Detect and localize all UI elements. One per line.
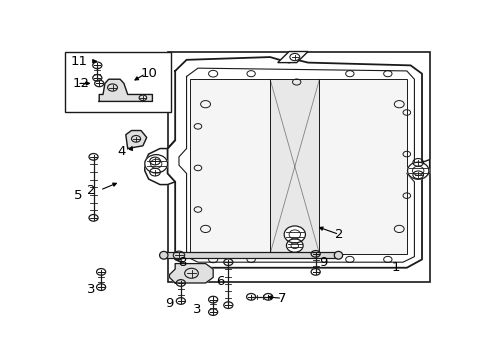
Ellipse shape	[160, 251, 168, 259]
Text: 4: 4	[118, 145, 126, 158]
Text: 9: 9	[165, 297, 173, 310]
Text: 3: 3	[193, 303, 202, 316]
Polygon shape	[270, 79, 319, 254]
Text: 8: 8	[178, 256, 187, 269]
Text: 10: 10	[141, 67, 158, 80]
Ellipse shape	[145, 155, 168, 173]
Bar	[65, 51, 172, 112]
Polygon shape	[319, 79, 407, 254]
Ellipse shape	[287, 239, 303, 252]
Ellipse shape	[334, 251, 343, 259]
Polygon shape	[422, 159, 430, 179]
Ellipse shape	[284, 226, 305, 243]
Polygon shape	[126, 131, 147, 149]
Text: 2: 2	[87, 184, 96, 197]
Polygon shape	[164, 252, 339, 258]
Text: 7: 7	[278, 292, 286, 305]
Polygon shape	[170, 264, 213, 283]
Text: 3: 3	[87, 283, 96, 296]
Bar	[168, 51, 430, 282]
Polygon shape	[99, 79, 152, 102]
Text: 2: 2	[335, 228, 343, 241]
Text: 11: 11	[71, 55, 88, 68]
Text: 12: 12	[73, 77, 90, 90]
Polygon shape	[145, 140, 175, 185]
Text: 9: 9	[319, 256, 328, 269]
Ellipse shape	[408, 162, 429, 179]
Text: 5: 5	[74, 189, 82, 202]
Text: 6: 6	[216, 275, 224, 288]
Polygon shape	[278, 51, 308, 63]
Polygon shape	[168, 57, 422, 268]
Text: 1: 1	[392, 261, 400, 274]
Polygon shape	[190, 79, 270, 254]
